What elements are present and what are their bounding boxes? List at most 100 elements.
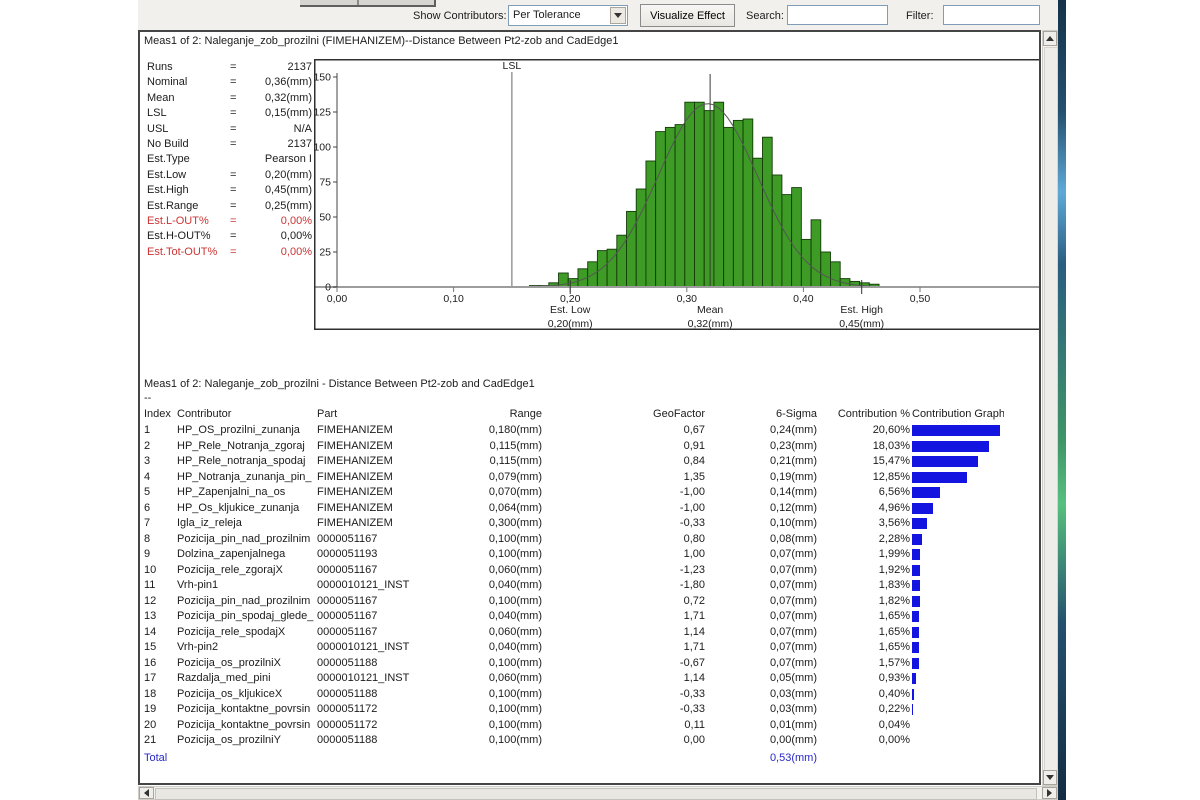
y-tick-label: 150	[314, 72, 331, 84]
cell-sigma: 0,12(mm)	[769, 501, 817, 514]
table-row[interactable]: 15 Vrh-pin2 0000010121_INST 0,040(mm) 1,71 0,…	[140, 640, 1039, 656]
column-header[interactable]: Contribution Graph	[912, 408, 1004, 420]
cell-geofactor: 0,67	[683, 424, 705, 436]
table-row[interactable]: 8 Pozicija_pin_nad_prozilnim 0000051167 0,1…	[140, 532, 1039, 548]
histogram-chart: LSL 0 25 50 75 100 125 150 0,00 0,10 0,20 0,30 0,40 0…	[314, 59, 1039, 330]
cell-index: 8	[144, 532, 151, 545]
cell-index: 20	[144, 718, 157, 731]
contribution-bar	[912, 471, 967, 483]
cell-contributor: Pozicija_kontaktne_povrsin	[177, 703, 311, 715]
table-row[interactable]: 1 HP_OS_prozilni_zunanja FIMEHANIZEM 0,180(…	[140, 423, 1039, 439]
contribution-bar	[912, 642, 919, 653]
table-row[interactable]: 20 Pozicija_kontaktne_povrsin 0000051172 0,…	[140, 718, 1039, 734]
horizontal-scroll-thumb[interactable]	[155, 788, 1037, 800]
table-row[interactable]: 12 Pozicija_pin_nad_prozilnim 0000051167 0,…	[140, 594, 1039, 610]
cell-contributor: Pozicija_rele_spodajX	[177, 625, 286, 638]
table-row[interactable]: 9 Dolzina_zapenjalnega 0000051193 0,100(mm)…	[140, 547, 1039, 563]
cell-sigma: 0,24(mm)	[769, 424, 817, 436]
contribution-bar	[912, 611, 919, 622]
scroll-left-button[interactable]	[139, 787, 154, 799]
table-row[interactable]: 7 Igla_iz_releja FIMEHANIZEM 0,300(mm) -0,33…	[140, 516, 1039, 532]
cell-contribution: 1,82%	[878, 594, 910, 607]
cell-part: 0000051172	[317, 703, 378, 715]
table-row[interactable]: 13 Pozicija_pin_spodaj_glede_ 0000051167 0,…	[140, 609, 1039, 625]
column-header[interactable]: Part	[317, 408, 338, 420]
cell-geofactor: -0,33	[679, 517, 705, 529]
stat-equals: =	[230, 214, 237, 227]
stat-row: Est.H-OUT% = 0,00%	[147, 230, 312, 245]
table-header: Index Contributor Part Range GeoFactor 6-Sigm…	[140, 407, 1039, 423]
stat-equals: =	[230, 137, 237, 150]
cell-range: 0,040(mm)	[488, 579, 542, 591]
stat-row: Runs = 2137	[147, 61, 312, 76]
filter-input[interactable]	[943, 5, 1040, 25]
table-row[interactable]: 6 HP_Os_kljukice_zunanja FIMEHANIZEM 0,064(…	[140, 501, 1039, 517]
contribution-bar	[912, 440, 989, 452]
table-row[interactable]: 11 Vrh-pin1 0000010121_INST 0,040(mm) -1,80 0…	[140, 578, 1039, 594]
cell-sigma: 0,07(mm)	[769, 563, 817, 576]
column-header[interactable]: Index	[144, 408, 171, 420]
table-row[interactable]: 16 Pozicija_os_prozilniX 0000051188 0,100(m…	[140, 656, 1039, 672]
est-low-label: Est. Low	[550, 304, 591, 316]
cell-contribution: 1,65%	[878, 641, 910, 653]
stat-label: No Build	[147, 137, 189, 150]
cell-part: 0000051172	[317, 718, 378, 731]
column-header[interactable]: GeoFactor	[653, 408, 705, 420]
cell-range: 0,040(mm)	[488, 610, 542, 622]
table-row[interactable]: 3 HP_Rele_notranja_spodaj FIMEHANIZEM 0,115…	[140, 454, 1039, 470]
table-row[interactable]: 17 Razdalja_med_pini 0000010121_INST 0,060(…	[140, 671, 1039, 687]
cell-index: 6	[144, 501, 151, 514]
cell-index: 21	[144, 734, 157, 746]
column-header[interactable]: 6-Sigma	[776, 408, 817, 420]
cell-contributor: HP_Notranja_zunanja_pin_	[177, 470, 312, 483]
x-tick-label: 0,20	[560, 293, 581, 305]
cell-contribution: 4,96%	[878, 501, 910, 514]
cell-contribution: 20,60%	[872, 424, 910, 436]
stat-value: 2137	[287, 137, 312, 150]
show-contributors-dropdown[interactable]: Per Tolerance	[508, 5, 628, 26]
histogram-bar	[616, 234, 627, 288]
cell-part: 0000051167	[317, 610, 378, 622]
contribution-bar	[912, 487, 940, 498]
scroll-right-button[interactable]	[1042, 787, 1057, 799]
table-row[interactable]: 14 Pozicija_rele_spodajX 0000051167 0,060(m…	[140, 625, 1039, 641]
cell-geofactor: 1,35	[683, 470, 705, 483]
table-row[interactable]: 18 Pozicija_os_kljukiceX 0000051188 0,100(m…	[140, 687, 1039, 703]
table-row[interactable]: 5 HP_Zapenjalni_na_os FIMEHANIZEM 0,070(mm)…	[140, 485, 1039, 501]
table-row[interactable]: 21 Pozicija_os_prozilniY 0000051188 0,100(m…	[140, 733, 1039, 749]
stat-equals: =	[230, 107, 237, 120]
histogram-bar	[820, 251, 831, 288]
table-row[interactable]: 2 HP_Rele_Notranja_zgoraj FIMEHANIZEM 0,115…	[140, 439, 1039, 455]
scroll-down-button[interactable]	[1043, 770, 1057, 785]
stat-equals: =	[230, 76, 237, 89]
histogram-bar	[635, 188, 647, 288]
table-row[interactable]: 10 Pozicija_rele_zgorajX 0000051167 0,060(m…	[140, 563, 1039, 579]
cell-part: 0000051193	[317, 548, 378, 560]
cell-index: 19	[144, 703, 157, 715]
cell-index: 9	[144, 548, 151, 560]
cell-index: 7	[144, 517, 151, 529]
search-input[interactable]	[787, 5, 888, 25]
vertical-scrollbar[interactable]	[1042, 30, 1058, 786]
histogram-bar	[771, 174, 783, 288]
table-row[interactable]: 4 HP_Notranja_zunanja_pin_ FIMEHANIZEM 0,07…	[140, 470, 1039, 486]
cell-geofactor: -1,00	[679, 501, 705, 514]
column-header[interactable]: Contribution %	[837, 408, 910, 420]
cell-contributor: HP_OS_prozilni_zunanja	[177, 424, 300, 436]
column-header[interactable]: Contributor	[177, 408, 232, 420]
table-row[interactable]: 19 Pozicija_kontaktne_povrsin 0000051172 0,…	[140, 702, 1039, 718]
cell-geofactor: -1,00	[679, 486, 705, 498]
cell-range: 0,100(mm)	[488, 687, 542, 700]
cell-contribution: 18,03%	[872, 439, 910, 452]
cell-contributor: Razdalja_med_pini	[177, 672, 271, 684]
chevron-down-icon[interactable]	[610, 7, 626, 24]
scroll-up-button[interactable]	[1043, 31, 1057, 46]
column-header[interactable]: Range	[509, 408, 542, 420]
cell-part: FIMEHANIZEM	[317, 455, 393, 467]
visualize-effect-button[interactable]: Visualize Effect	[640, 4, 735, 27]
cell-range: 0,300(mm)	[488, 517, 542, 529]
stats-panel: Runs = 2137 Nominal = 0,36(mm) Mean = 0,32(mm) LS…	[147, 61, 312, 261]
cell-index: 11	[144, 579, 156, 591]
horizontal-scrollbar[interactable]	[138, 786, 1058, 800]
vertical-scroll-thumb[interactable]	[1044, 47, 1058, 772]
